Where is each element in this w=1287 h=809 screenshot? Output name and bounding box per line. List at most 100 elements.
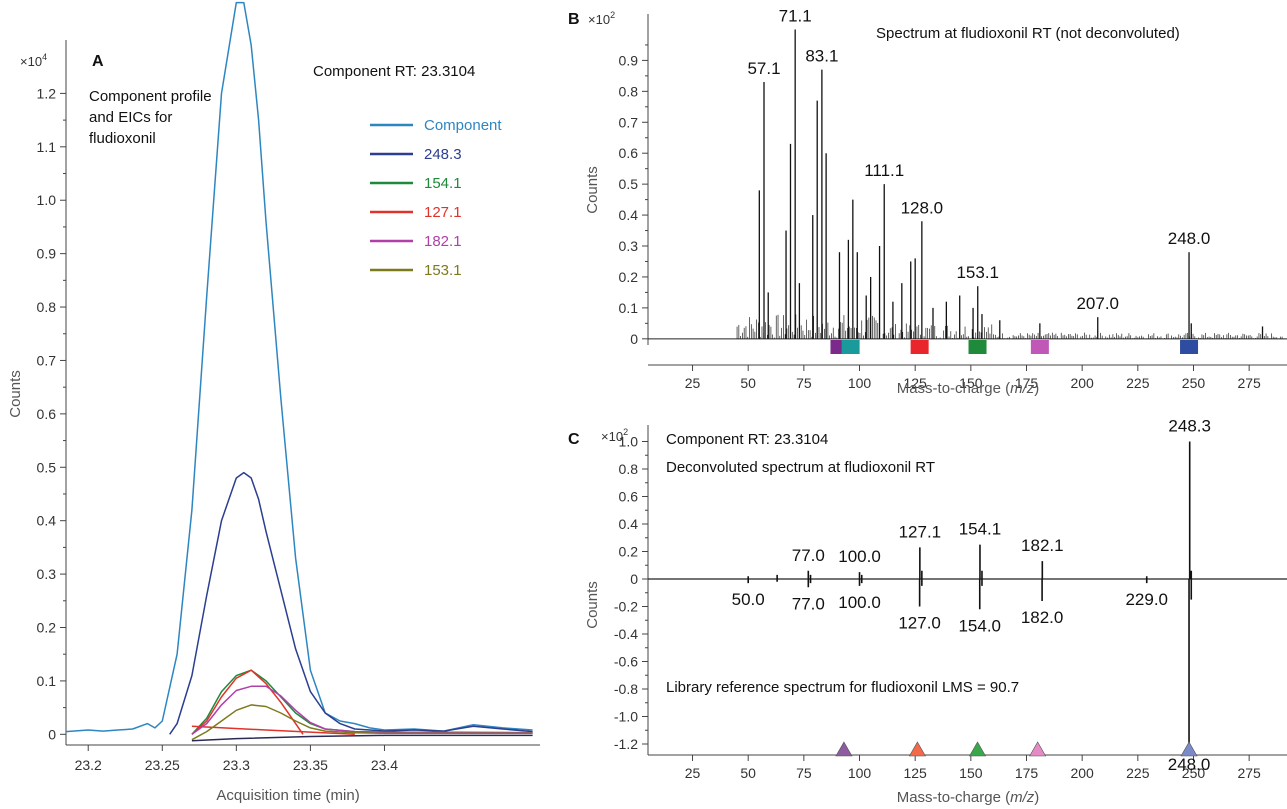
panel-b-x-tick-label: 150 [959, 375, 983, 391]
panel-a-legend-label: 127.1 [424, 204, 462, 221]
panel-a-legend-label: 182.1 [424, 233, 462, 250]
panel-c-letter: C [568, 431, 580, 448]
panel-a-series-line [191, 704, 533, 741]
panel-c-ion-marker [969, 741, 987, 757]
panel-c-markers [835, 741, 1198, 757]
panel-c-x-axis-label: Mass-to-charge (m/z) [897, 789, 1040, 806]
panel-c-x-tick-label: 225 [1126, 765, 1150, 781]
panel-a-y-multiplier: ×104 [20, 52, 47, 69]
panel-b-x-tick-label: 25 [685, 375, 701, 391]
panel-b-peak-label: 71.1 [779, 6, 812, 25]
panel-c-x-tick-label: 175 [1015, 765, 1039, 781]
panel-b-noise [736, 314, 1283, 339]
panel-b-x-tick-label: 250 [1182, 375, 1206, 391]
panel-c-lower-label: 127.0 [898, 614, 941, 633]
panel-b-peak-label: 128.0 [901, 198, 944, 217]
panel-c-y-tick-label: -1.0 [614, 709, 638, 725]
panel-b-axes: 0 0.1 0.2 0.3 0.4 0.5 0.6 0.7 0.8 0.9 25 50 75 100 125… [619, 14, 1287, 391]
panel-b-ion-marker [910, 340, 929, 354]
panel-c-subtitle: Deconvoluted spectrum at fludioxonil RT [666, 459, 935, 476]
panel-b-peak-label: 83.1 [805, 47, 838, 66]
panel-b-x-tick-label: 200 [1070, 375, 1094, 391]
panel-a-legend-label: Component [424, 117, 502, 134]
panel-b-title: Spectrum at fludioxonil RT (not deconvol… [876, 25, 1180, 42]
panel-c-y-tick-label: -0.4 [614, 626, 638, 642]
panel-c-lower-label: 77.0 [792, 594, 825, 613]
panel-b-x-axis-label: Mass-to-charge (m/z) [897, 380, 1040, 397]
panel-a-series-line [191, 669, 533, 735]
panel-a-series-line [169, 471, 533, 735]
panel-a-note-line-1: Component profile [89, 88, 212, 105]
panel-a-y-tick-label: 0.3 [37, 566, 57, 582]
panel-b-ion-marker [841, 340, 860, 354]
panel-a-x-tick-label: 23.35 [293, 757, 328, 773]
panel-b-ion-marker [968, 340, 987, 354]
panel-b-peak-labels: 57.1 71.1 83.1 111.1 128.0 153.1 207.0 248.0 [747, 6, 1210, 313]
panel-b-x-tick-label: 100 [848, 375, 872, 391]
panel-c-x-tick-label: 25 [685, 765, 701, 781]
panel-a-note-line-2: and EICs for [89, 109, 172, 126]
panel-a-y-tick-label: 0.2 [37, 620, 57, 636]
panel-c-x-tick-label: 275 [1237, 765, 1261, 781]
panel-a-y-tick-label: 1.0 [37, 192, 57, 208]
panel-b-x-tick-label: 275 [1237, 375, 1261, 391]
panel-a-y-tick-label: 0 [48, 726, 56, 742]
panel-b-peak-label: 207.0 [1076, 294, 1119, 313]
panel-c-ion-marker [908, 741, 926, 757]
panel-c-upper-label: 127.1 [899, 522, 942, 541]
panel-a-x-axis-label: Acquisition time (min) [216, 787, 359, 804]
panel-c-x-tick-label: 125 [903, 765, 927, 781]
panel-c-axes: 1.0 0.8 0.6 0.4 0.2 0 -0.2 -0.4 -0.6 -0.8 -1.0 -1.2… [614, 425, 1287, 781]
panel-c-y-tick-label: 0.8 [619, 461, 639, 477]
panel-b-peaks [758, 29, 1264, 339]
panel-a-y-axis-label: Counts [7, 370, 24, 418]
panel-b-y-tick-label: 0.6 [619, 145, 639, 161]
panel-a-y-tick-label: 0.9 [37, 246, 57, 262]
panel-c-lower-label: 100.0 [838, 593, 881, 612]
panel-c-upper-label: 154.1 [959, 520, 1002, 539]
panel-c-y-tick-label: 1.0 [619, 434, 639, 450]
panel-b-y-tick-label: 0.7 [619, 114, 639, 130]
panel-c: C ×102 Component RT: 23.3104 Deconvolute… [568, 417, 1287, 806]
panel-c-y-tick-label: -0.6 [614, 654, 638, 670]
panel-b-ion-marker [1180, 340, 1199, 354]
panel-c-y-multiplier: ×102 [601, 427, 628, 444]
panel-b-x-tick-label: 225 [1126, 375, 1150, 391]
panel-c-y-tick-label: -0.2 [614, 599, 638, 615]
panel-c-y-tick-label: 0.6 [619, 489, 639, 505]
panel-c-x-tick-label: 50 [740, 765, 756, 781]
panel-b-y-tick-label: 0.4 [619, 207, 639, 223]
panel-a-y-tick-label: 1.2 [37, 85, 57, 101]
panel-c-upper-label: 77.0 [792, 546, 825, 565]
panel-b-peak-label: 153.1 [956, 263, 999, 282]
panel-a-series-line [65, 1, 533, 733]
panel-b-ion-marker [1030, 340, 1049, 354]
panel-a-title: Component RT: 23.3104 [313, 63, 475, 80]
panel-b-x-tick-label: 50 [740, 375, 756, 391]
panel-b-y-tick-label: 0.1 [619, 300, 639, 316]
panel-a-axes: 0 0.1 0.2 0.3 0.4 0.5 0.6 0.7 0.8 0.9 1.0 1.1 1.2 23.… [37, 40, 540, 773]
panel-b-y-multiplier: ×102 [588, 10, 615, 27]
panel-a-legend-label: 153.1 [424, 262, 462, 279]
panel-c-upper-label: 100.0 [838, 547, 881, 566]
panel-c-lower-label: 154.0 [958, 616, 1001, 635]
panel-c-peak-labels: 77.0 100.0 127.1 154.1 182.1 248.3 50.0 77.0 100… [732, 417, 1211, 775]
panel-b-y-tick-label: 0.3 [619, 238, 639, 254]
panel-c-x-tick-label: 250 [1182, 765, 1206, 781]
panel-b-y-axis-label: Counts [584, 166, 601, 214]
panel-c-peaks [747, 441, 1193, 744]
panel-b-markers [830, 340, 1199, 354]
panel-b-x-tick-label: 175 [1015, 375, 1039, 391]
panel-a-y-tick-label: 0.7 [37, 352, 57, 368]
panel-c-ion-marker [1029, 741, 1047, 757]
panel-c-y-tick-label: 0 [630, 571, 638, 587]
panel-c-title: Component RT: 23.3104 [666, 431, 828, 448]
panel-c-x-tick-label: 150 [959, 765, 983, 781]
panel-c-upper-label: 248.3 [1168, 417, 1211, 436]
panel-a-series-line [191, 734, 533, 742]
panel-a-series [65, 1, 533, 742]
panel-a-x-tick-label: 23.25 [145, 757, 180, 773]
panel-c-ion-marker [835, 741, 853, 757]
panel-c-y-tick-label: 0.4 [619, 516, 639, 532]
